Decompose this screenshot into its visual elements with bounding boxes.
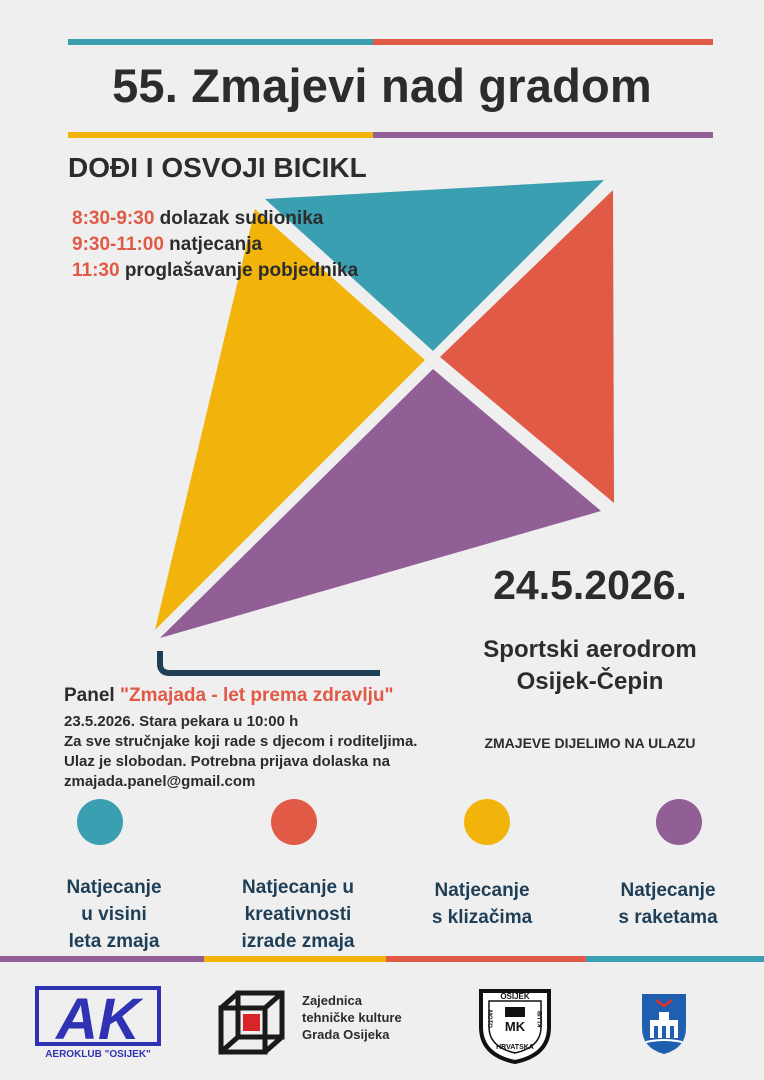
ztk-name: Zajednica tehničke kulture Grada Osijeka	[302, 992, 402, 1043]
competition-line: s raketama	[618, 907, 718, 928]
competition-line: Natjecanje u	[242, 877, 354, 898]
bottom-bar-yellow	[204, 956, 386, 962]
competition-line: s klizačima	[431, 907, 533, 928]
event-date: 24.5.2026.	[493, 562, 687, 608]
venue-line-2: Osijek-Čepin	[516, 668, 664, 695]
category-dot-purple	[656, 799, 702, 845]
panel-title: "Zmajada - let prema zdravlju"	[119, 685, 394, 706]
title-bar-yellow	[68, 132, 373, 138]
moto-klub-right: KLUB	[538, 1010, 544, 1027]
page-title: 55. Zmajevi nad gradom	[112, 59, 652, 112]
venue-line-1: Sportski aerodrom	[483, 636, 697, 663]
competition-height: Natjecanje u visini leta zmaja	[39, 874, 189, 955]
title-bar-purple	[373, 132, 713, 138]
kite-tail	[157, 651, 380, 676]
competition-line: kreativnosti	[244, 904, 352, 925]
aeroklub-name: AEROKLUB "OSIJEK"	[45, 1049, 151, 1060]
competition-line: Natjecanje	[66, 877, 162, 898]
panel-line: Ulaz je slobodan. Potrebna prijava dolas…	[64, 753, 390, 770]
kite-yellow-panel	[155, 209, 425, 630]
share-note: ZMAJEVE DIJELIMO NA ULAZU	[484, 735, 696, 751]
schedule-time: 8:30-9:30	[72, 208, 155, 229]
moto-klub-logo: OSIJEK MOTO KLUB MK HRVATSKA	[479, 989, 551, 1065]
panel-line: 23.5.2026. Stara pekara u 10:00 h	[64, 713, 299, 730]
kite-purple-panel	[160, 369, 601, 638]
tagline: DOĐI I OSVOJI BICIKL	[68, 152, 367, 183]
competition-rockets: Natjecanje s raketama	[593, 877, 743, 931]
schedule-time: 11:30	[72, 260, 120, 281]
aeroklub-letters: AK	[54, 987, 144, 1052]
panel-label: Panel	[64, 685, 120, 706]
category-dot-teal	[77, 799, 123, 845]
competition-line: Natjecanje	[434, 880, 530, 901]
schedule-item-1: 8:30-9:30 dolazak sudionika	[72, 208, 323, 230]
competition-gliders: Natjecanje s klizačima	[407, 877, 557, 931]
kite-illustration	[155, 180, 614, 676]
ztk-line: tehničke kulture	[302, 1010, 402, 1025]
competition-line: u visini	[81, 904, 147, 925]
kite-teal-panel	[265, 180, 604, 351]
competition-line: izrade zmaja	[241, 931, 355, 952]
schedule-text: natjecanja	[163, 234, 263, 255]
moto-klub-bottom: HRVATSKA	[496, 1044, 534, 1051]
osijek-coat-of-arms-icon	[642, 994, 686, 1054]
bottom-bar-purple	[0, 956, 204, 962]
bottom-bar-red	[386, 956, 586, 962]
panel-email[interactable]: zmajada.panel@gmail.com	[64, 773, 256, 790]
bottom-bar-teal	[586, 956, 764, 962]
schedule-item-3: 11:30 proglašavanje pobjednika	[72, 260, 358, 282]
ztk-line: Grada Osijeka	[302, 1027, 390, 1042]
ztk-cube-logo	[218, 990, 285, 1055]
schedule-time: 9:30-11:00	[72, 234, 164, 255]
top-bar-teal	[68, 39, 373, 45]
competition-line: Natjecanje	[620, 880, 716, 901]
aeroklub-logo: AK AEROKLUB "OSIJEK"	[35, 986, 161, 1060]
moto-klub-center: MK	[505, 1019, 526, 1034]
panel-heading: Panel "Zmajada - let prema zdravlju"	[64, 685, 394, 707]
competition-creativity: Natjecanje u kreativnosti izrade zmaja	[223, 874, 373, 955]
schedule-text: dolazak sudionika	[154, 208, 324, 229]
panel-line: Za sve stručnjake koji rade s djecom i r…	[64, 733, 418, 750]
competition-line: leta zmaja	[68, 931, 160, 952]
panel-details: 23.5.2026. Stara pekara u 10:00 h Za sve…	[64, 712, 417, 792]
schedule-text: proglašavanje pobjednika	[119, 260, 359, 281]
moto-klub-top: OSIJEK	[500, 992, 530, 1001]
ztk-line: Zajednica	[302, 993, 362, 1008]
moto-klub-left: MOTO	[486, 1010, 492, 1028]
kite-red-panel	[440, 190, 614, 503]
category-dot-yellow	[464, 799, 510, 845]
venue: Sportski aerodrom Osijek-Čepin	[440, 634, 740, 698]
category-dot-red	[271, 799, 317, 845]
schedule-item-2: 9:30-11:00 natjecanja	[72, 234, 262, 256]
top-bar-red	[373, 39, 713, 45]
